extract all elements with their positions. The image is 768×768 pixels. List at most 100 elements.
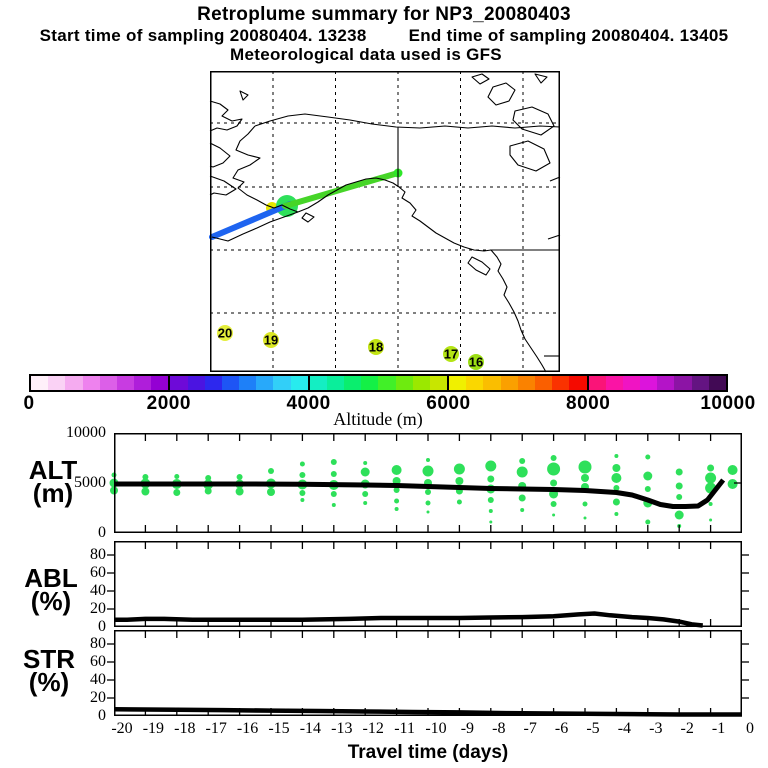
alt-bubble	[235, 487, 244, 496]
alt-bubble	[550, 455, 557, 461]
colorbar-segment	[204, 376, 222, 390]
colorbar-segment	[256, 376, 274, 390]
colorbar-segment	[500, 376, 518, 390]
alt-bubble	[520, 508, 525, 512]
alt-bubble	[645, 454, 651, 460]
alt-bubble	[141, 487, 150, 496]
alt-bubble	[614, 512, 619, 516]
abl-ytick: 80	[90, 546, 106, 563]
str-panel	[107, 630, 749, 717]
x-tick-label: -6	[554, 720, 569, 737]
colorbar-segment	[187, 376, 205, 390]
x-tick-label: -16	[236, 720, 259, 737]
alt-bubble	[675, 482, 683, 490]
alt-bubble	[583, 516, 587, 520]
day-marker: 17	[443, 346, 459, 362]
abl-ytick: 60	[90, 564, 106, 581]
colorbar-segment	[466, 376, 484, 390]
alt-bubble	[173, 489, 181, 496]
day-marker: 19	[263, 332, 279, 348]
colorbar-segment	[239, 376, 257, 390]
colorbar-segment	[412, 376, 430, 390]
x-tick-label: -13	[331, 720, 353, 737]
colorbar-segment	[517, 376, 535, 390]
alt-bubble	[643, 471, 653, 481]
colorbar-segment	[151, 376, 169, 390]
colorbar-segment	[708, 376, 726, 390]
alt-bubble	[487, 497, 494, 503]
x-tick-label: -1	[711, 720, 726, 737]
alt-bubble	[426, 458, 430, 462]
colorbar-segment	[534, 376, 553, 390]
panel-frame	[114, 630, 742, 716]
coastlines	[209, 73, 561, 373]
end-time-text: End time of sampling 20080404. 13405	[408, 26, 729, 45]
alt-bubble	[487, 475, 495, 483]
alt-bubble	[360, 467, 370, 477]
map-gridlines	[210, 71, 560, 372]
colorbar-segment	[552, 376, 570, 390]
alt-bubble	[485, 460, 497, 472]
alt-mean-line	[114, 478, 726, 509]
alt-bubble	[582, 501, 588, 507]
colorbar-tick-label: 2000	[146, 393, 191, 414]
alt-bubble	[455, 477, 464, 485]
alt-bubble	[393, 487, 400, 493]
alt-bubble	[550, 501, 557, 507]
x-axis-title: Travel time (days)	[347, 742, 509, 763]
colorbar-tick-label: 4000	[286, 393, 331, 414]
str-ytick: 60	[90, 653, 106, 670]
colorbar-tick-label: 6000	[426, 393, 471, 414]
colorbar-segment	[65, 376, 83, 390]
x-tick-label: -4	[617, 720, 632, 737]
alt-bubble	[142, 474, 149, 480]
alt-bubble	[422, 465, 434, 477]
alt-bubble	[330, 491, 337, 497]
colorbar-segment	[640, 376, 658, 390]
colorbar-segment	[361, 376, 379, 390]
colorbar-segment	[483, 376, 501, 390]
colorbar-segment	[273, 376, 291, 390]
x-tick-label: -19	[142, 720, 165, 737]
colorbar-segment	[395, 376, 413, 390]
alt-bubble	[707, 464, 715, 472]
alt-bubble	[300, 498, 305, 502]
alt-bubble	[394, 498, 400, 504]
x-tick-label: -11	[394, 720, 415, 737]
abl-ytick: 20	[90, 600, 106, 617]
x-tick-label: -10	[425, 720, 447, 737]
colorbar-segment	[569, 376, 587, 390]
alt-bubble	[362, 491, 369, 497]
colorbar-segment	[99, 376, 117, 390]
alt-bubble	[612, 464, 621, 472]
x-tick-label: -17	[205, 720, 227, 737]
str-ytick: 0	[98, 707, 106, 724]
alt-bubble	[516, 466, 528, 478]
alt-bubble	[267, 488, 275, 496]
x-tick-label: -9	[460, 720, 475, 737]
alt-bubble	[612, 498, 620, 506]
alt-bubble	[363, 461, 368, 465]
abl-ytick: 40	[90, 582, 106, 599]
alt-bubble	[363, 501, 368, 505]
colorbar-segment	[622, 376, 641, 390]
alt-bubble	[550, 479, 558, 487]
colorbar-tick-label: 10000	[700, 393, 756, 414]
svg-text:19: 19	[264, 333, 278, 348]
panel-frame	[114, 433, 742, 533]
alt-axis-label: ALT (m)	[28, 455, 78, 508]
x-tick-label: -12	[362, 720, 384, 737]
alt-bubble	[330, 471, 337, 477]
alt-bubble	[581, 474, 589, 482]
colorbar-title: Altitude (m)	[333, 409, 423, 429]
alt-bubble	[299, 472, 306, 478]
colorbar-segment	[657, 376, 675, 390]
colorbar-segment	[307, 376, 327, 390]
colorbar-segment	[290, 376, 308, 390]
colorbar-segment	[221, 376, 240, 390]
alt-bubble	[330, 459, 337, 465]
svg-text:17: 17	[444, 347, 458, 362]
met-data-line: Meteorological data used is GFS	[230, 45, 502, 64]
alt-bubble	[456, 499, 462, 505]
